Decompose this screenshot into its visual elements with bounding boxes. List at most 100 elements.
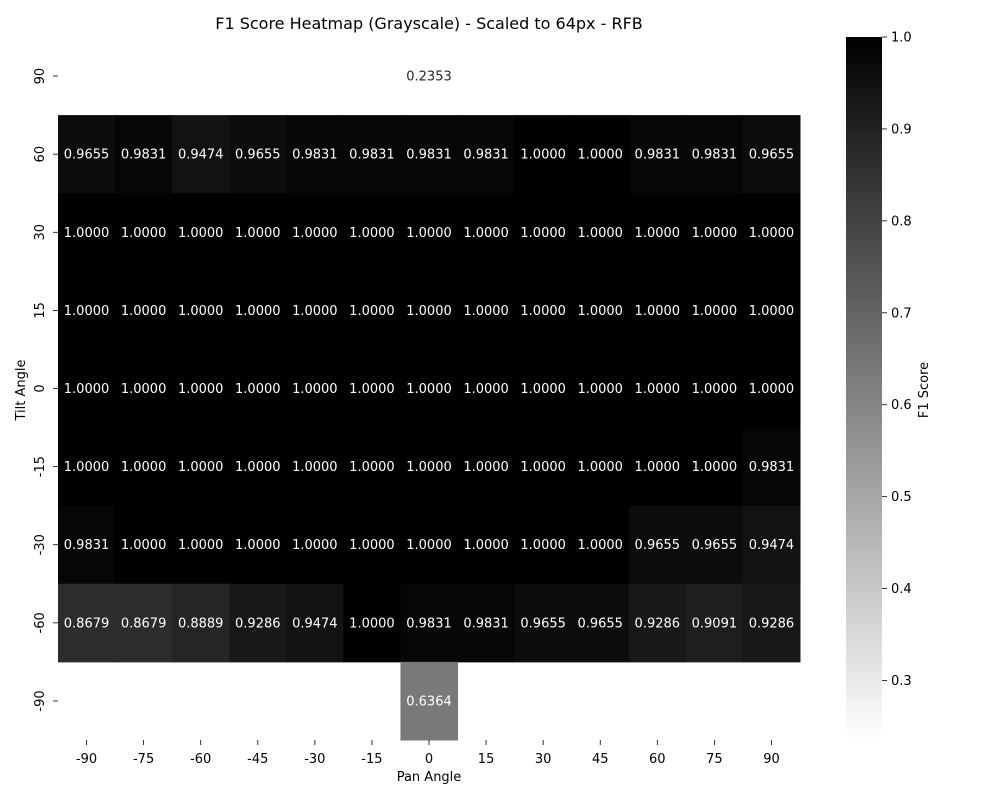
- cell-value-label: 1.0000: [520, 382, 566, 397]
- cell-value-label: 1.0000: [121, 460, 167, 475]
- heatmap-cell: [400, 583, 459, 663]
- cell-value-label: 1.0000: [635, 382, 681, 397]
- cell-value-label: 1.0000: [292, 304, 338, 319]
- cell-value-label: 1.0000: [577, 304, 623, 319]
- heatmap-cell: [514, 427, 573, 507]
- cell-value-label: 0.9831: [463, 148, 509, 163]
- heatmap-cell: [286, 505, 344, 585]
- x-tick-label: 60: [649, 752, 666, 767]
- y-tick-label: 0: [33, 384, 48, 392]
- cell-value-label: 1.0000: [520, 538, 566, 553]
- cell-value-label: 0.9831: [349, 148, 395, 163]
- colorbar-tick-label: 1.0: [891, 31, 912, 46]
- heatmap-cell: [172, 427, 230, 507]
- cell-value-label: 1.0000: [178, 226, 224, 241]
- cell-value-label: 1.0000: [235, 460, 281, 475]
- y-axis: 90 60 30 15 0 -15 -30 -60 -90: [33, 68, 58, 712]
- colorbar: [846, 37, 882, 740]
- cell-value-label: 1.0000: [749, 382, 795, 397]
- colorbar-tick-label: 0.7: [891, 306, 912, 321]
- heatmap-cells: 0.2353 0.9655 0.9831 0.9474 0.9655 0.9831 0.98…: [58, 37, 801, 741]
- cell-value-label: 0.9474: [749, 538, 795, 553]
- cell-value-label: 0.9831: [406, 148, 452, 163]
- cell-value-label: 0.9655: [577, 616, 623, 631]
- cell-value-label: 1.0000: [406, 460, 452, 475]
- heatmap-cell: [628, 271, 687, 350]
- heatmap-cell: [742, 115, 801, 194]
- cell-value-label: 1.0000: [178, 538, 224, 553]
- y-tick-label: -30: [33, 534, 48, 555]
- heatmap-cell: [628, 115, 687, 194]
- x-tick-label: 45: [592, 752, 609, 767]
- heatmap-cell: [742, 583, 801, 663]
- heatmap-cell: [571, 583, 630, 663]
- heatmap-cell: [286, 583, 344, 663]
- heatmap-cell: [343, 193, 401, 272]
- heatmap-cell: [457, 505, 516, 585]
- heatmap-cell: [58, 583, 116, 663]
- y-tick-label: 30: [33, 224, 48, 241]
- cell-value-label: 1.0000: [292, 538, 338, 553]
- heatmap-cell: [58, 349, 116, 429]
- cell-value-label: 1.0000: [577, 538, 623, 553]
- heatmap-cell: [685, 271, 744, 350]
- cell-value-label: 0.9831: [692, 148, 738, 163]
- cell-value-label: 1.0000: [463, 460, 509, 475]
- heatmap-cell: [229, 505, 287, 585]
- heatmap-cell: [628, 583, 687, 663]
- heatmap-cell: [115, 583, 173, 663]
- heatmap-cell: [400, 427, 459, 507]
- heatmap-cell: [571, 349, 630, 429]
- cell-value-label: 1.0000: [463, 382, 509, 397]
- heatmap-cell: [58, 505, 116, 585]
- heatmap-cell: [514, 583, 573, 663]
- cell-value-label: 0.9831: [749, 460, 795, 475]
- x-tick-label: 15: [478, 752, 495, 767]
- heatmap-cell: [514, 193, 573, 272]
- x-axis: -90 -75 -60 -45 -30 -15 0 15 30 45 60 75 90: [76, 740, 780, 767]
- heatmap-cell: [571, 115, 630, 194]
- heatmap-cell: [400, 349, 459, 429]
- x-tick-label: -15: [361, 752, 382, 767]
- heatmap-cell: [172, 505, 230, 585]
- x-axis-label: Pan Angle: [397, 770, 462, 785]
- heatmap-cell: [457, 349, 516, 429]
- heatmap-cell: [571, 427, 630, 507]
- heatmap-cell: [457, 193, 516, 272]
- heatmap-cell: [628, 349, 687, 429]
- cell-value-label: 1.0000: [178, 304, 224, 319]
- heatmap-cell: [685, 193, 744, 272]
- cell-value-label: 1.0000: [292, 382, 338, 397]
- heatmap-cell: [571, 193, 630, 272]
- colorbar-tick-label: 0.5: [891, 490, 912, 505]
- heatmap-cell: [229, 115, 287, 194]
- cell-value-label: 1.0000: [577, 226, 623, 241]
- x-tick-label: 0: [425, 752, 433, 767]
- heatmap-cell: [286, 115, 344, 194]
- x-tick-label: 90: [763, 752, 780, 767]
- cell-value-label: 1.0000: [635, 226, 681, 241]
- cell-value-label: 0.9474: [292, 616, 338, 631]
- heatmap-cell: [742, 349, 801, 429]
- cell-value-label: 0.6364: [406, 694, 452, 709]
- cell-value-label: 1.0000: [349, 226, 395, 241]
- cell-value-label: 1.0000: [520, 304, 566, 319]
- colorbar-tick-label: 0.6: [891, 398, 912, 413]
- x-tick-label: -60: [190, 752, 211, 767]
- heatmap-cell: [571, 271, 630, 350]
- heatmap-cell: [343, 271, 401, 350]
- heatmap-cell: [115, 193, 173, 272]
- cell-value-label: 1.0000: [749, 304, 795, 319]
- cell-value-label: 1.0000: [406, 538, 452, 553]
- heatmap-cell: [514, 349, 573, 429]
- cell-value-label: 1.0000: [349, 382, 395, 397]
- cell-value-label: 1.0000: [463, 226, 509, 241]
- heatmap-cell: [286, 349, 344, 429]
- heatmap-cell: [343, 427, 401, 507]
- cell-value-label: 1.0000: [577, 460, 623, 475]
- cell-value-label: 0.9474: [178, 148, 224, 163]
- cell-value-label: 0.9831: [121, 148, 167, 163]
- heatmap-cell: [172, 349, 230, 429]
- cell-value-label: 1.0000: [64, 226, 110, 241]
